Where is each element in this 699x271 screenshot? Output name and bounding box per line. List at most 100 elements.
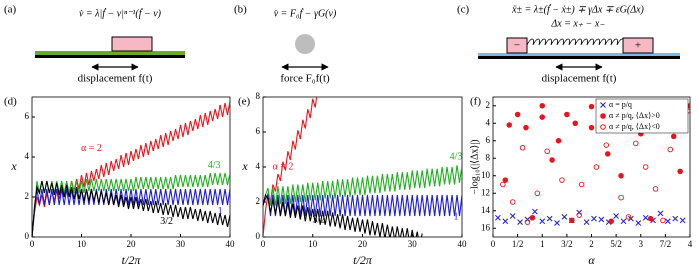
point <box>677 168 683 175</box>
y-tick-label: 2 <box>25 191 30 201</box>
point <box>578 181 585 188</box>
point <box>564 111 570 118</box>
line-series <box>32 100 230 237</box>
formula: Δx = x₊ − x₋ <box>550 18 605 29</box>
point <box>642 164 649 170</box>
x-tick-label: 1/2 <box>512 239 524 249</box>
x-tick-label: 7/2 <box>660 239 672 249</box>
line-series <box>32 172 230 237</box>
point <box>618 172 624 179</box>
point <box>672 215 679 222</box>
block <box>111 36 153 52</box>
point <box>618 194 624 201</box>
x-tick-label: 1 <box>540 239 545 249</box>
panel-label: (d) <box>4 96 17 108</box>
line-series <box>263 165 462 206</box>
point <box>605 151 611 157</box>
legend-marker <box>600 102 606 108</box>
point <box>509 199 516 205</box>
x-tick-label: 4 <box>688 239 693 249</box>
point <box>532 208 538 215</box>
panel-label: (e) <box>238 96 251 108</box>
point <box>539 114 546 120</box>
point <box>514 111 521 118</box>
x-tick-label: 20 <box>358 239 368 249</box>
point <box>524 219 531 225</box>
x-tick-label: 30 <box>408 239 418 249</box>
point <box>561 214 568 220</box>
point <box>593 164 600 170</box>
point <box>620 218 627 225</box>
y-axis-title: −log₁₀(|⟨Δx⟩|) <box>469 139 480 194</box>
x-tick-label: 30 <box>176 239 186 249</box>
point <box>509 213 516 219</box>
x-tick-label: 20 <box>127 239 137 249</box>
spring <box>526 38 624 46</box>
point <box>555 137 562 144</box>
point <box>642 214 649 221</box>
legend-marker <box>600 113 606 119</box>
series-label: 1 <box>454 212 459 223</box>
series-label: α = 2 <box>272 161 293 172</box>
point <box>603 142 610 148</box>
formula: v̇ = F₀ḟ − γG(v) <box>274 7 337 19</box>
point <box>608 218 614 224</box>
point <box>546 215 553 222</box>
x-tick-label: 10 <box>77 239 87 249</box>
panel-label: (a) <box>4 4 17 16</box>
point <box>647 215 654 222</box>
y-tick-label: 4 <box>486 117 491 127</box>
point <box>569 217 575 224</box>
point <box>633 140 639 147</box>
point <box>519 144 526 151</box>
x-tick-label: 40 <box>458 239 468 249</box>
legend-label: α ≠ p/q, ⟨Δx⟩>0 <box>609 111 660 120</box>
y-tick-label: 16 <box>481 222 491 232</box>
y-tick-label: 4 <box>25 151 30 161</box>
plot-area <box>32 100 230 237</box>
y-axis-title: x <box>10 159 17 173</box>
line-series <box>32 188 230 237</box>
point <box>576 212 582 218</box>
formula: ẍ± = λ±(ḟ − ẋ±) ∓ γΔx ∓ εG(Δx) <box>511 3 644 15</box>
formula: v̇ = λ|ḟ − v|ⁿ⁻¹(ḟ − v) <box>79 7 162 19</box>
x-tick-label: 10 <box>308 239 318 249</box>
block-label: + <box>635 40 641 52</box>
x-tick-label: 2 <box>589 239 594 249</box>
y-tick-label: 8 <box>486 152 491 162</box>
point <box>559 177 565 183</box>
point <box>502 218 509 225</box>
plot-area <box>263 97 462 237</box>
y-tick-label: 6 <box>486 135 491 145</box>
y-tick-label: 14 <box>481 205 491 215</box>
caption: displacement f(t) <box>78 73 153 85</box>
y-tick-label: 2 <box>256 196 261 206</box>
panel-label: (f) <box>470 96 481 108</box>
x-tick-label: 5/2 <box>610 239 622 249</box>
x-tick-label: 3/2 <box>561 239 573 249</box>
y-axis-title: x <box>241 159 248 173</box>
x-tick-label: 40 <box>226 239 236 249</box>
y-tick-label: 10 <box>481 170 491 180</box>
point <box>598 216 605 223</box>
y-tick-label: 2 <box>486 100 491 110</box>
x-tick-label: 0 <box>30 239 35 249</box>
x-tick-label: 0 <box>491 239 496 249</box>
point <box>554 220 560 226</box>
point <box>506 122 513 128</box>
point <box>652 186 659 192</box>
point <box>495 214 501 221</box>
point <box>583 219 590 225</box>
x-axis-title: α <box>588 253 595 267</box>
series-label: 3/2 <box>160 216 173 227</box>
block <box>622 37 654 54</box>
point <box>539 102 546 109</box>
point <box>502 177 509 183</box>
block-label: − <box>514 40 520 52</box>
series-label: 4/3 <box>208 160 221 171</box>
point <box>529 214 536 221</box>
point <box>687 103 690 109</box>
legend-label: α ≠ p/q, ⟨Δx⟩<0 <box>609 122 660 131</box>
